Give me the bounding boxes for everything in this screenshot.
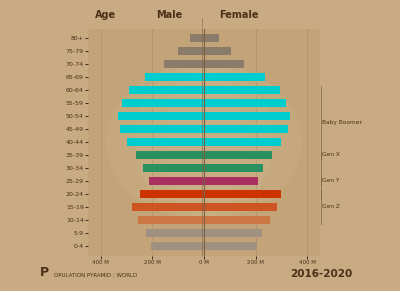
Bar [204,190,281,198]
Bar [136,151,204,159]
Bar [178,47,204,55]
Bar [204,242,257,250]
Bar [120,125,204,133]
Text: Age: Age [95,10,116,20]
Bar [140,190,204,198]
Bar [151,242,204,250]
Bar [204,138,281,146]
Bar [204,164,263,172]
Text: 2016-2020: 2016-2020 [290,269,352,279]
Bar [204,125,288,133]
Ellipse shape [134,63,274,221]
Bar [204,86,280,94]
Text: P: P [40,266,49,279]
Bar [145,73,204,81]
Bar [204,216,270,224]
Bar [204,47,231,55]
Text: Male: Male [156,10,182,20]
Bar [164,60,204,68]
Bar [122,99,204,107]
Bar [204,73,264,81]
Bar [204,99,286,107]
Text: Baby Boomer: Baby Boomer [322,120,362,125]
Bar [204,177,258,185]
Bar [204,229,262,237]
Text: Female: Female [219,10,258,20]
Bar [204,60,244,68]
Bar [190,34,204,42]
Bar [204,112,290,120]
Bar [138,216,204,224]
Ellipse shape [106,63,302,221]
Bar [118,112,204,120]
Ellipse shape [163,63,245,221]
Bar [146,229,204,237]
Bar [144,164,204,172]
Bar [129,86,204,94]
Bar [132,203,204,211]
Bar [204,203,278,211]
Text: Gen Y: Gen Y [322,178,340,183]
Bar [204,34,220,42]
Text: Gen Z: Gen Z [322,204,340,209]
Text: Gen X: Gen X [322,152,340,157]
Bar [127,138,204,146]
Bar [148,177,204,185]
Text: OPULATION PYRAMID : WORLD: OPULATION PYRAMID : WORLD [54,273,137,278]
Bar [204,151,272,159]
